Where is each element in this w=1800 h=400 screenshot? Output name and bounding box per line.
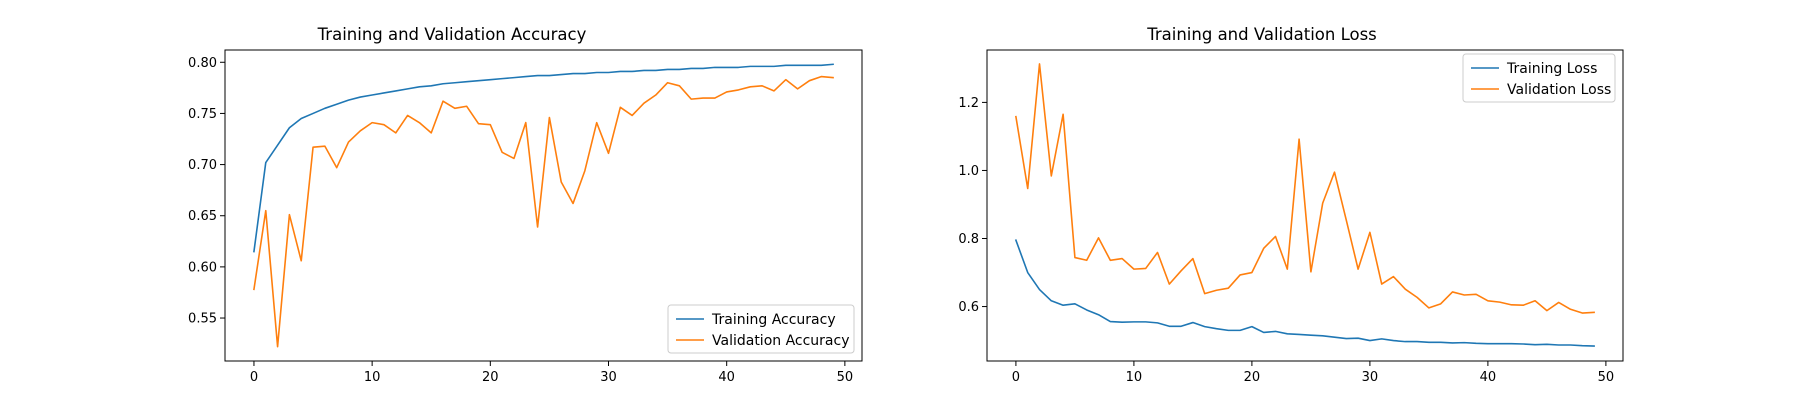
y-tick-label: 0.75 [188,107,217,122]
series-line-training [253,63,834,253]
y-tick-label: 1.0 [958,164,979,179]
legend: Training Loss Validation Loss [1462,53,1616,103]
x-tick-label: 0 [1012,370,1020,385]
y-tick-label: 1.2 [958,96,979,111]
x-tick-label: 10 [1126,370,1143,385]
y-tick-label: 0.70 [188,158,217,173]
x-tick-label: 30 [1362,370,1379,385]
legend-label-training: Training Accuracy [711,312,836,328]
accuracy-chart: Training and Validation Accuracy 0 10 20 30… [188,25,863,385]
series-line-validation [1014,63,1595,314]
legend-label-validation: Validation Accuracy [712,333,850,349]
x-tick-label: 20 [482,370,499,385]
x-tick-label: 20 [1244,370,1261,385]
series-line-training [1014,239,1595,347]
x-tick-label: 40 [1480,370,1497,385]
y-tick-label: 0.65 [188,209,217,224]
x-tick-label: 0 [250,370,258,385]
y-tick-label: 0.8 [958,232,979,247]
x-tick-label: 40 [718,370,735,385]
y-tick-label: 0.60 [188,260,217,275]
legend-box [1462,53,1616,103]
legend-label-training: Training Loss [1506,61,1597,77]
chart-title: Training and Validation Accuracy [317,25,587,44]
plot-frame [986,49,1624,362]
legend-box [667,304,855,354]
x-tick-label: 30 [600,370,617,385]
chart-title: Training and Validation Loss [1146,25,1377,44]
x-tick-label: 10 [364,370,381,385]
x-tick-label: 50 [1598,370,1615,385]
legend-label-validation: Validation Loss [1507,82,1611,98]
plot-frame [224,49,863,362]
y-tick-label: 0.6 [958,300,979,315]
y-tick-label: 0.80 [188,56,217,71]
series-line-validation [253,75,834,348]
legend: Training Accuracy Validation Accuracy [667,304,855,354]
y-tick-label: 0.55 [188,312,217,327]
x-tick-label: 50 [837,370,854,385]
loss-chart: Training and Validation Loss 0 10 20 30 40 50… [958,25,1624,385]
